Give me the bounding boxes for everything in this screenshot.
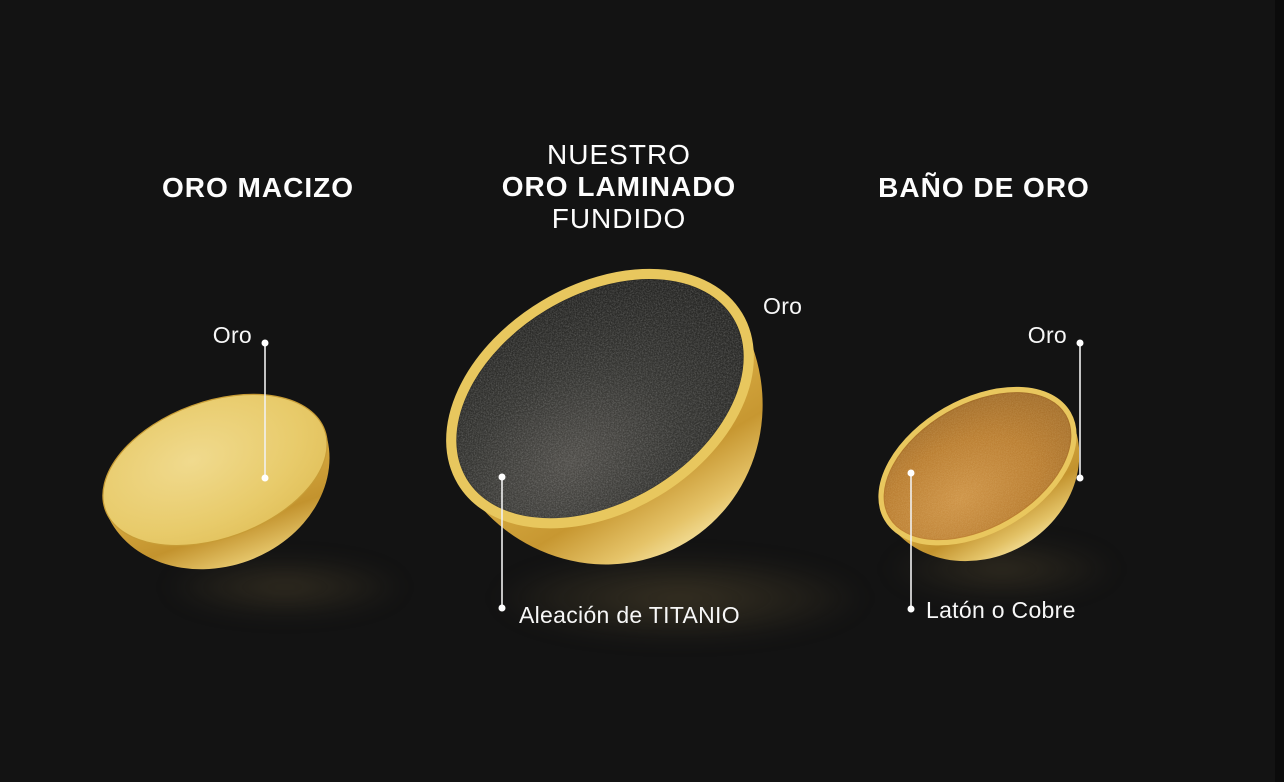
ground-shadow [440, 542, 920, 654]
leader-line [264, 343, 266, 478]
right-edge-strip [1275, 0, 1284, 782]
callout-label-oro: Oro [1027, 322, 1067, 348]
column-title-oro-macizo: ORO MACIZO [98, 172, 418, 204]
copper-texture [884, 393, 1071, 540]
leader-line [501, 477, 503, 608]
leader-dot [907, 605, 915, 613]
column-title-bano-de-oro: BAÑO DE ORO [824, 172, 1144, 204]
solid-gold-bowl-illustration [102, 393, 330, 570]
titanium-texture [456, 279, 744, 518]
callout-label-brass-copper-core: Latón o Cobre [926, 597, 1076, 623]
title-line: NUESTRO [547, 139, 691, 170]
leader-line [1079, 343, 1081, 478]
leader-dot [498, 473, 506, 481]
bowl-cut-face-gold [102, 393, 328, 547]
leader-line [910, 473, 912, 609]
leader-dot [907, 469, 915, 477]
leader-dot [261, 339, 269, 347]
laminated-gold-titanium-bowl-illustration [446, 268, 763, 565]
leader-dot [498, 604, 506, 612]
title-line: FUNDIDO [551, 203, 687, 234]
leader-dot [1076, 339, 1084, 347]
title-line: ORO LAMINADO [501, 171, 737, 202]
gold-plated-copper-bowl-illustration [878, 386, 1080, 562]
callout-label-oro: Oro [212, 322, 252, 348]
leader-dot [261, 474, 269, 482]
callout-label-oro: Oro [763, 293, 803, 319]
callout-label-titanium-core: Aleación de TITANIO [519, 602, 740, 628]
title-line: ORO MACIZO [162, 172, 354, 203]
leader-dot [1076, 474, 1084, 482]
title-line: BAÑO DE ORO [878, 172, 1090, 203]
column-title-oro-laminado: NUESTRO ORO LAMINADO FUNDIDO [448, 139, 790, 235]
